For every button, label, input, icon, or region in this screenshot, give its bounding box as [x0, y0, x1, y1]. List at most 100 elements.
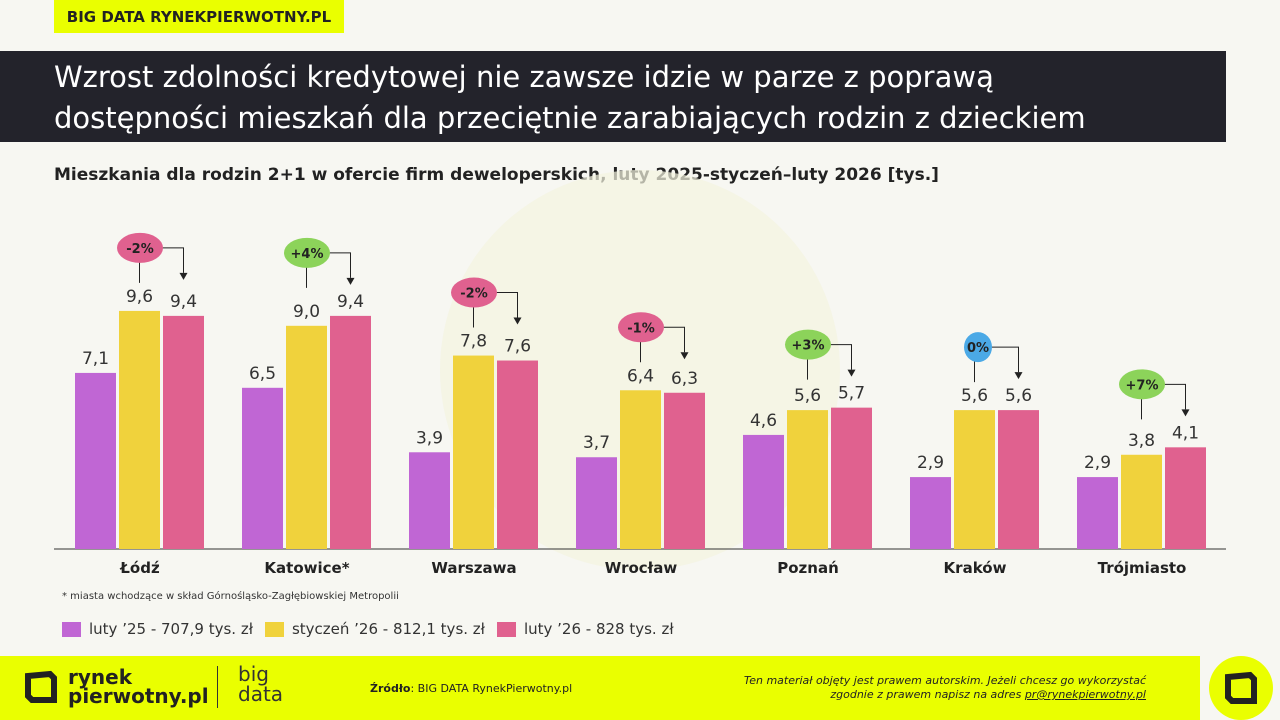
- data-label: 7,8: [460, 332, 487, 352]
- legend: luty ’25 - 707,9 tys. zł styczeń ’26 - 8…: [62, 620, 674, 638]
- legend-swatch: [62, 621, 81, 637]
- legend-label: styczeń ’26 - 812,1 tys. zł: [291, 620, 485, 638]
- logo-text-1: rynek: [68, 665, 133, 689]
- bar: [1121, 454, 1162, 549]
- bar: [1165, 447, 1206, 549]
- title-line-2: dostępności mieszkań dla przeciętnie zar…: [54, 101, 1086, 135]
- data-label: 9,6: [126, 287, 153, 307]
- change-label: 0%: [967, 341, 989, 356]
- page-title: Wzrost zdolności kredytowej nie zawsze i…: [0, 51, 1226, 142]
- data-label: 7,6: [504, 337, 531, 357]
- background-watermark: [440, 170, 840, 570]
- change-label: -2%: [460, 287, 487, 302]
- data-label: 7,1: [82, 349, 109, 369]
- data-label: 9,4: [337, 292, 364, 312]
- bar: [998, 410, 1039, 549]
- copyright-line-1: Ten materiał objęty jest prawem autorski…: [743, 674, 1146, 687]
- bar-chart: 7,1 9,6 9,4 Łódź -2% 6,5 9,0 9,4 Katowice* +4% 3,9…: [54, 170, 1226, 577]
- bar: [242, 387, 283, 549]
- email-link[interactable]: pr@rynekpierwotny.pl: [1024, 688, 1146, 701]
- logo-icon: [1225, 671, 1257, 704]
- legend-label: luty ’25 - 707,9 tys. zł: [89, 620, 253, 638]
- bar: [664, 392, 705, 549]
- bar: [286, 325, 327, 549]
- bar: [119, 310, 160, 549]
- legend-label: luty ’26 - 828 tys. zł: [523, 620, 674, 638]
- category-label: Kraków: [944, 559, 1007, 577]
- bigdata-logo: big data: [238, 664, 283, 704]
- data-label: 4,6: [750, 411, 777, 431]
- bar: [910, 477, 951, 549]
- data-label: 2,9: [917, 453, 944, 473]
- bar: [787, 410, 828, 549]
- arrow-down-icon: [847, 369, 856, 377]
- title-line-1: Wzrost zdolności kredytowej nie zawsze i…: [54, 60, 994, 94]
- footer: rynek pierwotny.pl big data Źródło: BIG DA…: [0, 656, 1200, 720]
- data-label: 5,6: [961, 386, 988, 406]
- bar: [409, 452, 450, 549]
- bar: [743, 434, 784, 549]
- arrow-down-icon: [513, 317, 522, 325]
- arrow-down-icon: [346, 277, 355, 285]
- legend-item: luty ’25 - 707,9 tys. zł: [62, 620, 253, 638]
- data-label: 6,3: [671, 369, 698, 389]
- arrow-down-icon: [1181, 409, 1190, 417]
- legend-swatch: [496, 621, 516, 637]
- copyright: Ten materiał objęty jest prawem autorski…: [744, 674, 1146, 702]
- arrow-down-icon: [179, 272, 188, 280]
- change-label: +4%: [291, 247, 324, 262]
- bigdata-text-2: data: [238, 682, 284, 706]
- data-label: 2,9: [1084, 453, 1111, 473]
- logo-text-2: pierwotny.pl: [68, 684, 209, 708]
- category-label: Katowice*: [264, 559, 349, 577]
- bar: [330, 315, 371, 549]
- category-label: Łódź: [119, 559, 160, 577]
- bar: [576, 457, 617, 549]
- source-label: Źródło: [370, 682, 411, 695]
- bigdata-text-1: big: [238, 662, 269, 686]
- change-badge: [785, 329, 831, 360]
- data-label: 3,9: [416, 428, 443, 448]
- copyright-line-2: zgodnie z prawem napisz na adres: [830, 688, 1025, 701]
- bar: [497, 360, 538, 549]
- change-label: -1%: [627, 321, 654, 336]
- change-label: -2%: [126, 242, 153, 257]
- category-label: Poznań: [777, 559, 839, 577]
- source: Źródło: BIG DATA RynekPierwotny.pl: [370, 682, 572, 695]
- category-label: Trójmiasto: [1098, 559, 1187, 577]
- data-label: 3,8: [1128, 431, 1155, 451]
- logo-badge: [1209, 656, 1273, 720]
- data-label: 4,1: [1172, 423, 1199, 443]
- bar: [453, 355, 494, 549]
- arrow-down-icon: [1014, 372, 1023, 380]
- bar: [163, 315, 204, 549]
- data-label: 6,5: [249, 364, 276, 384]
- change-label: +7%: [1126, 378, 1159, 393]
- brand-tag: BIG DATA RYNEKPIERWOTNY.PL: [54, 0, 344, 33]
- bar: [620, 390, 661, 549]
- data-label: 5,6: [794, 386, 821, 406]
- source-text: : BIG DATA RynekPierwotny.pl: [410, 682, 573, 695]
- change-badge: [284, 237, 330, 268]
- legend-swatch: [264, 621, 284, 637]
- bar: [75, 372, 116, 549]
- change-badge: [964, 332, 992, 363]
- data-label: 5,7: [838, 384, 865, 404]
- bar: [954, 410, 995, 549]
- change-badge: [451, 277, 497, 308]
- change-bracket: [974, 346, 1019, 383]
- legend-item: luty ’26 - 828 tys. zł: [496, 620, 674, 638]
- change-badge: [618, 312, 664, 343]
- data-label: 9,0: [293, 302, 320, 322]
- data-label: 6,4: [627, 366, 654, 386]
- change-label: +3%: [792, 339, 825, 354]
- bar: [831, 407, 872, 549]
- chart-title: Mieszkania dla rodzin 2+1 w ofercie firm…: [54, 165, 939, 185]
- data-label: 9,4: [170, 292, 197, 312]
- divider: [217, 666, 218, 708]
- logo-icon: [25, 670, 57, 703]
- bar: [1077, 477, 1118, 549]
- rynekpierwotny-logo: rynek pierwotny.pl: [24, 665, 209, 708]
- category-label: Warszawa: [431, 559, 516, 577]
- arrow-down-icon: [680, 352, 689, 360]
